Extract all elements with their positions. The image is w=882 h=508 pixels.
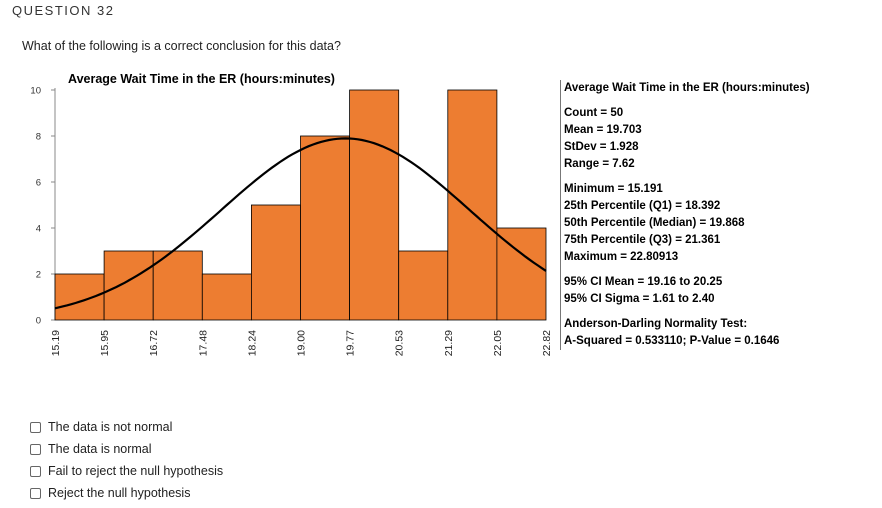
histogram-bar bbox=[201, 273, 252, 321]
x-tick-label: 18.24 bbox=[246, 330, 258, 356]
answer-option-label: The data is normal bbox=[48, 442, 152, 456]
histogram-bar bbox=[496, 227, 547, 321]
x-tick-label: 15.19 bbox=[50, 330, 62, 356]
answer-checkbox[interactable] bbox=[30, 465, 41, 477]
y-tick-label: 0 bbox=[36, 316, 41, 327]
stats-line: 50th Percentile (Median) = 19.868 bbox=[564, 217, 745, 229]
stats-line: 95% CI Sigma = 1.61 to 2.40 bbox=[564, 293, 715, 305]
x-tick-label: 15.95 bbox=[99, 330, 111, 356]
histogram-chart: 0 2 4 6 8 10 15.19 15.95 16.72 17.48 18.24 19.00 19.… bbox=[30, 86, 553, 357]
y-tick-label: 8 bbox=[36, 132, 41, 143]
stats-line: 95% CI Mean = 19.16 to 20.25 bbox=[564, 276, 723, 288]
answer-checkbox[interactable] bbox=[30, 421, 41, 433]
histogram-bar bbox=[103, 250, 154, 321]
answer-option-label: Reject the null hypothesis bbox=[48, 486, 191, 500]
answer-option[interactable]: Reject the null hypothesis bbox=[30, 482, 223, 504]
x-tick-label: 22.05 bbox=[492, 330, 504, 356]
stats-line: Minimum = 15.191 bbox=[564, 183, 663, 195]
histogram-bar bbox=[250, 204, 301, 321]
stats-line: Maximum = 22.80913 bbox=[564, 251, 679, 263]
stats-line: 25th Percentile (Q1) = 18.392 bbox=[564, 200, 721, 212]
x-tick-label: 17.48 bbox=[197, 330, 209, 356]
question-header: QUESTION 32 bbox=[12, 3, 115, 18]
answer-option[interactable]: The data is normal bbox=[30, 438, 223, 460]
y-tick-label: 2 bbox=[36, 270, 41, 281]
answer-option-label: The data is not normal bbox=[48, 420, 173, 434]
answer-checkbox[interactable] bbox=[30, 487, 41, 499]
x-tick-label: 19.77 bbox=[345, 330, 357, 356]
x-tick-label: 21.29 bbox=[443, 330, 455, 356]
x-tick-label: 22.82 bbox=[541, 330, 553, 356]
stats-line: StDev = 1.928 bbox=[564, 141, 639, 153]
stats-line: 75th Percentile (Q3) = 21.361 bbox=[564, 234, 721, 246]
histogram-bar bbox=[54, 273, 105, 321]
answer-option-label: Fail to reject the null hypothesis bbox=[48, 464, 224, 478]
statistics-panel: Average Wait Time in the ER (hours:minut… bbox=[560, 80, 864, 350]
stats-line: Anderson-Darling Normality Test: bbox=[564, 318, 748, 330]
answer-option[interactable]: The data is not normal bbox=[30, 416, 223, 438]
x-tick-label: 20.53 bbox=[394, 330, 406, 356]
answer-options: The data is not normal The data is normal… bbox=[30, 416, 223, 504]
y-tick-label: 10 bbox=[30, 86, 41, 97]
stats-line: Mean = 19.703 bbox=[564, 124, 642, 136]
stats-line: Range = 7.62 bbox=[564, 158, 635, 170]
answer-checkbox[interactable] bbox=[30, 443, 41, 455]
x-tick-label: 19.00 bbox=[296, 330, 308, 356]
histogram-bar bbox=[398, 250, 449, 321]
histogram-bar bbox=[300, 135, 350, 321]
normal-curve bbox=[54, 137, 547, 310]
question-prompt: What of the following is a correct concl… bbox=[22, 39, 341, 53]
histogram-bar bbox=[447, 89, 498, 321]
y-tick-label: 4 bbox=[36, 224, 41, 235]
stats-title: Average Wait Time in the ER (hours:minut… bbox=[564, 82, 810, 94]
answer-option[interactable]: Fail to reject the null hypothesis bbox=[30, 460, 223, 482]
chart-title: Average Wait Time in the ER (hours:minut… bbox=[68, 72, 335, 86]
histogram-bar bbox=[349, 89, 400, 321]
stats-line: A-Squared = 0.533110; P-Value = 0.1646 bbox=[564, 335, 780, 347]
y-tick-label: 6 bbox=[36, 178, 41, 189]
x-tick-label: 16.72 bbox=[148, 330, 160, 356]
stats-line: Count = 50 bbox=[564, 107, 624, 119]
histogram-bar bbox=[152, 250, 203, 321]
